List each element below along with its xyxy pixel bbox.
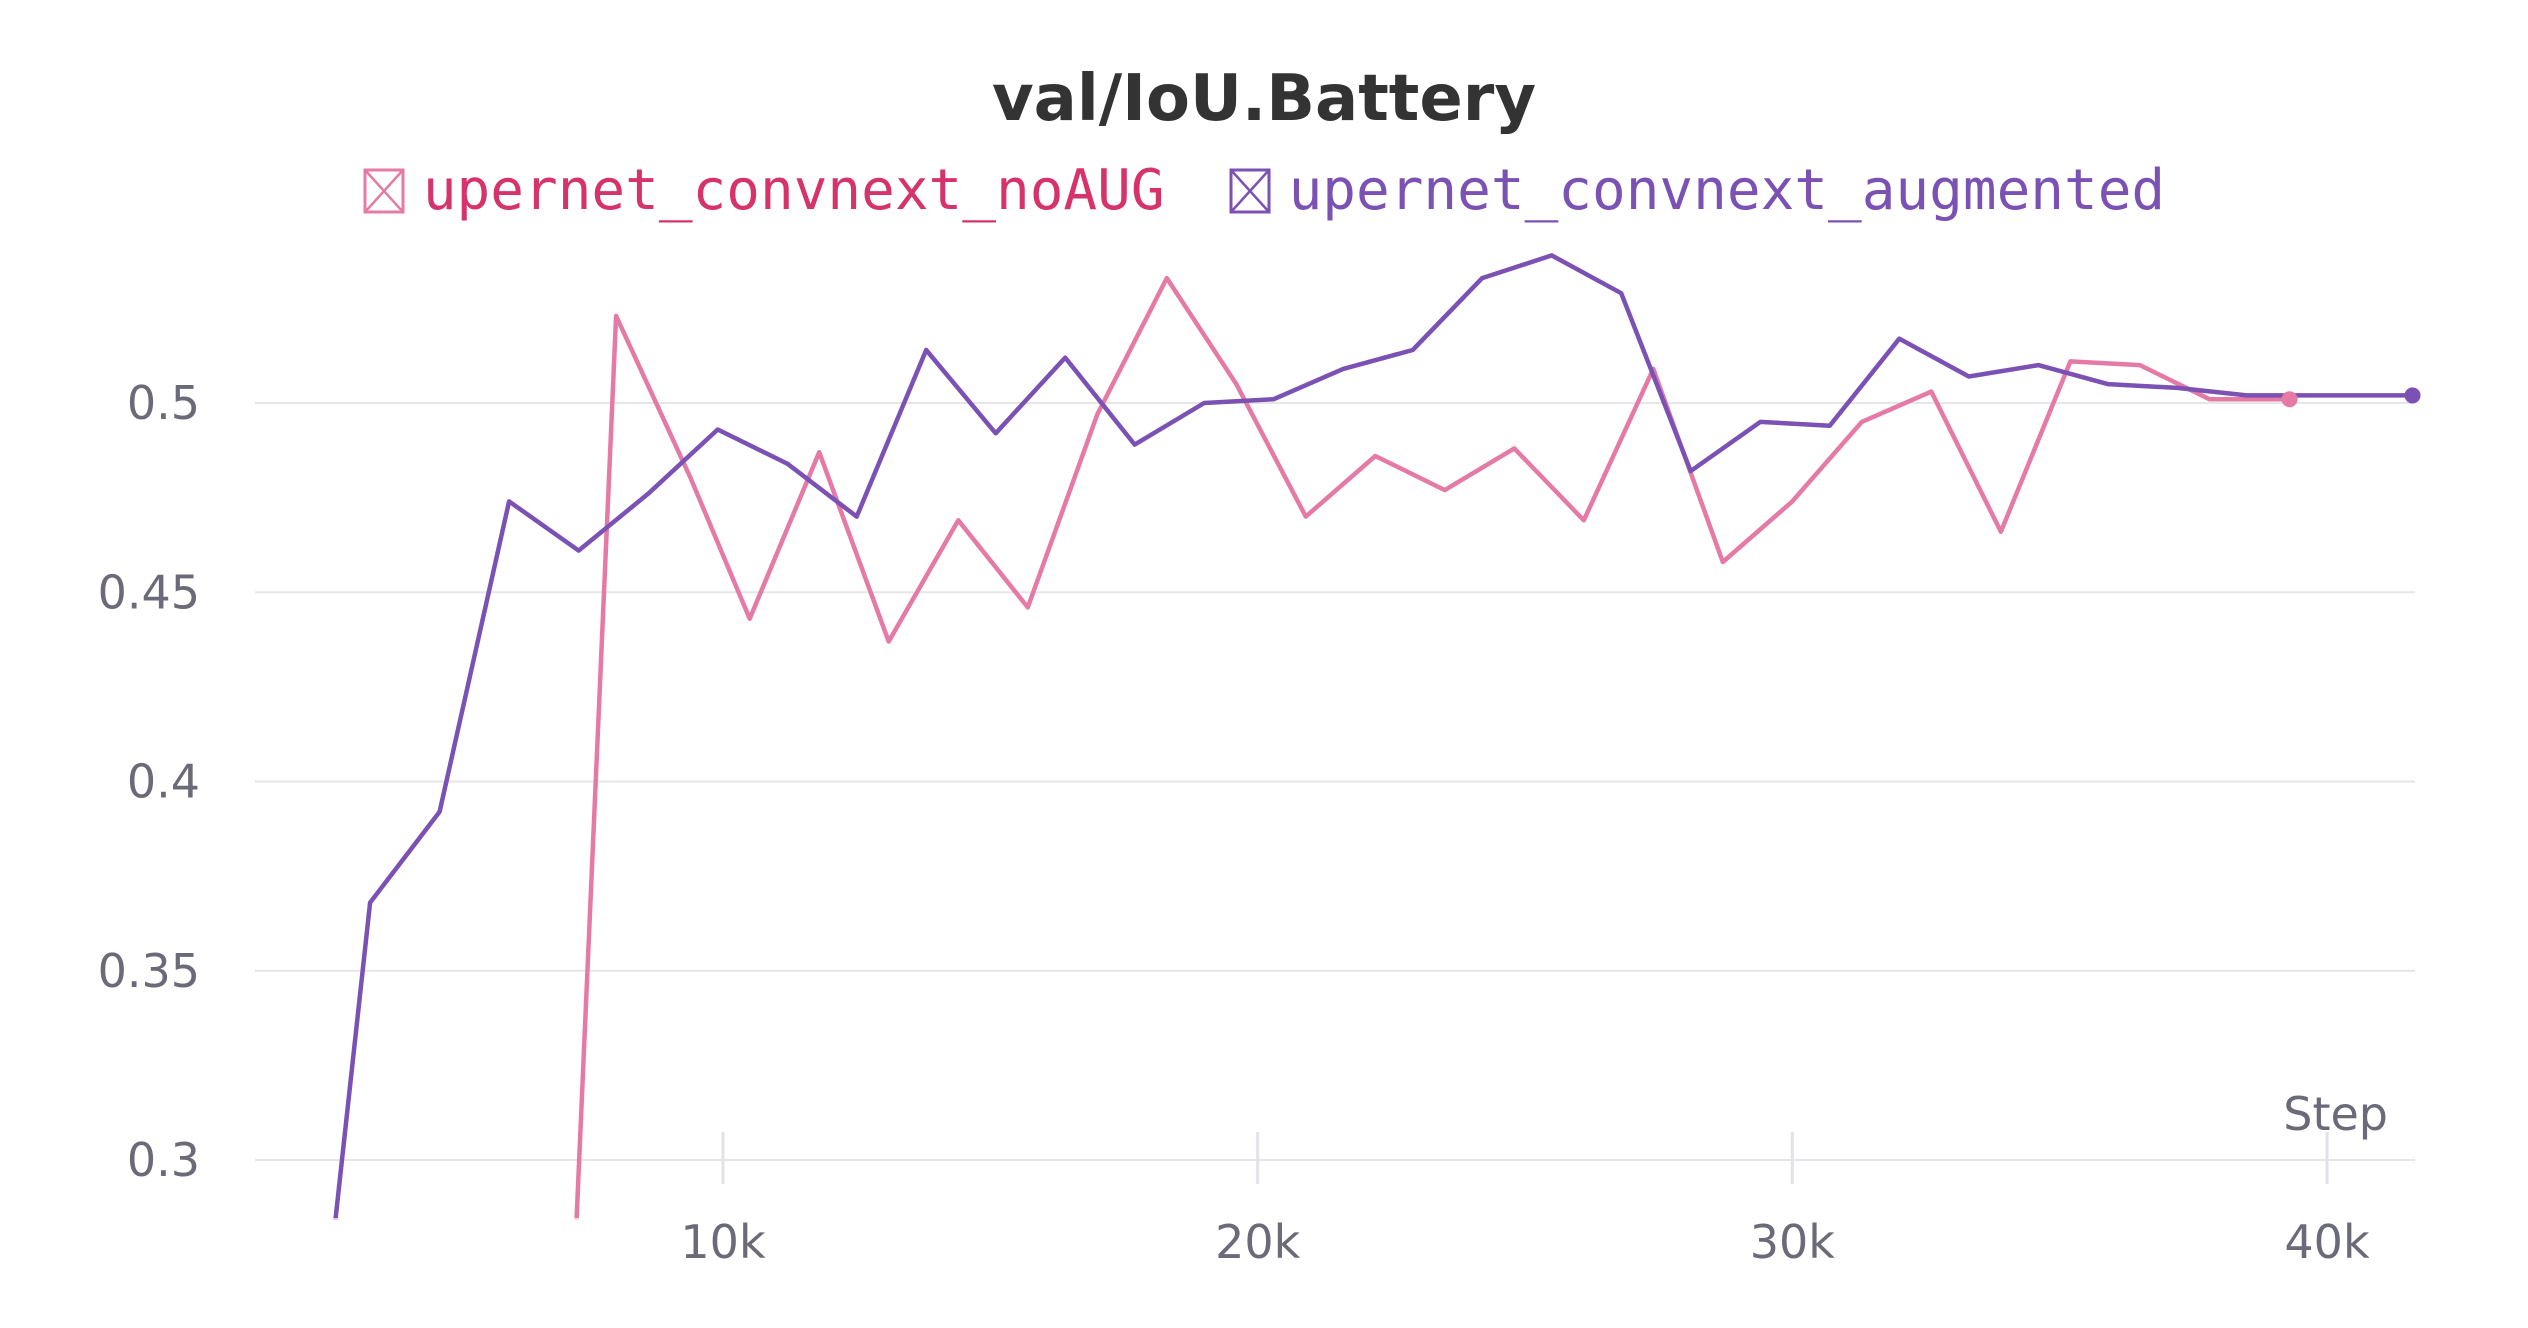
series-end-point-0[interactable] — [2281, 391, 2298, 408]
end-markers — [2281, 387, 2421, 408]
legend-label: upernet_convnext_augmented — [1288, 158, 2166, 223]
y-tick-label: 0.5 — [127, 376, 200, 430]
legend-entry-noaug[interactable]: upernet_convnext_noAUG — [363, 158, 1165, 223]
series-end-point-1[interactable] — [2404, 387, 2421, 404]
series-line-1[interactable] — [301, 253, 2415, 1328]
y-tick-label: 0.4 — [127, 755, 200, 809]
grid — [255, 402, 2415, 1161]
series-line-0[interactable] — [563, 275, 2292, 1328]
legend-entry-augmented[interactable]: upernet_convnext_augmented — [1229, 158, 2166, 223]
y-tick-label: 0.35 — [98, 944, 200, 998]
y-tick-label: 0.45 — [98, 565, 200, 619]
x-tick-label: 30k — [1750, 1215, 1836, 1269]
x-axis-label: Step — [2283, 1087, 2388, 1141]
legend-toggle-icon[interactable] — [1229, 168, 1271, 214]
x-tick-label: 10k — [680, 1215, 766, 1269]
legend-toggle-icon[interactable] — [363, 168, 405, 214]
series-layer — [301, 253, 2415, 1328]
x-tick-label: 40k — [2284, 1215, 2370, 1269]
x-tick-label: 20k — [1215, 1215, 1301, 1269]
legend-label: upernet_convnext_noAUG — [422, 158, 1165, 223]
chart-title: val/IoU.Battery — [991, 62, 1537, 136]
axes: 0.3 0.35 0.4 0.45 0.5 10k 20k 30k 40k — [98, 376, 2370, 1269]
legend: upernet_convnext_noAUG upernet_convnext_… — [0, 158, 2528, 223]
y-tick-label: 0.3 — [127, 1133, 200, 1187]
